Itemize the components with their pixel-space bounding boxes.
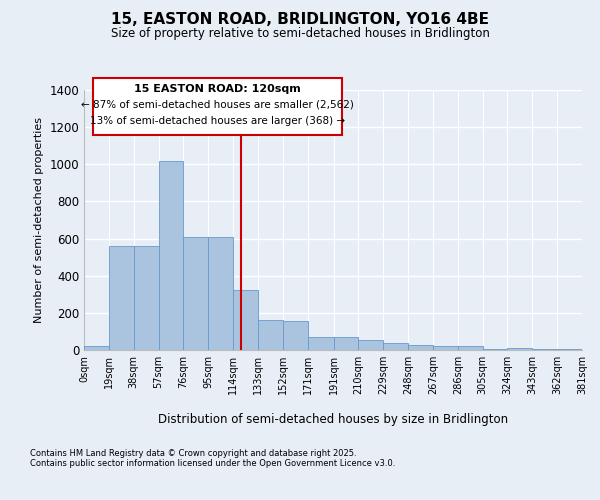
Bar xyxy=(508,348,532,350)
Bar xyxy=(482,349,508,350)
Bar xyxy=(109,246,134,350)
Bar xyxy=(233,290,258,350)
Bar xyxy=(134,246,158,350)
Bar xyxy=(184,236,208,350)
Text: 13% of semi-detached houses are larger (368) →: 13% of semi-detached houses are larger (… xyxy=(90,116,345,126)
Text: Size of property relative to semi-detached houses in Bridlington: Size of property relative to semi-detach… xyxy=(110,28,490,40)
Bar xyxy=(283,321,308,350)
Y-axis label: Number of semi-detached properties: Number of semi-detached properties xyxy=(34,117,44,323)
Bar xyxy=(258,320,283,350)
Bar xyxy=(383,342,408,350)
Bar xyxy=(84,346,109,350)
Bar xyxy=(158,160,184,350)
Bar xyxy=(408,346,433,350)
Bar xyxy=(308,337,334,350)
Bar xyxy=(358,340,383,350)
Text: 15 EASTON ROAD: 120sqm: 15 EASTON ROAD: 120sqm xyxy=(134,84,301,94)
Text: 15, EASTON ROAD, BRIDLINGTON, YO16 4BE: 15, EASTON ROAD, BRIDLINGTON, YO16 4BE xyxy=(111,12,489,28)
Bar xyxy=(208,236,233,350)
Bar xyxy=(334,337,358,350)
Bar xyxy=(433,346,458,350)
Bar xyxy=(458,346,482,350)
Bar xyxy=(532,349,557,350)
Text: Contains HM Land Registry data © Crown copyright and database right 2025.: Contains HM Land Registry data © Crown c… xyxy=(30,448,356,458)
Text: Distribution of semi-detached houses by size in Bridlington: Distribution of semi-detached houses by … xyxy=(158,412,508,426)
Text: Contains public sector information licensed under the Open Government Licence v3: Contains public sector information licen… xyxy=(30,460,395,468)
Text: ← 87% of semi-detached houses are smaller (2,562): ← 87% of semi-detached houses are smalle… xyxy=(81,100,354,110)
